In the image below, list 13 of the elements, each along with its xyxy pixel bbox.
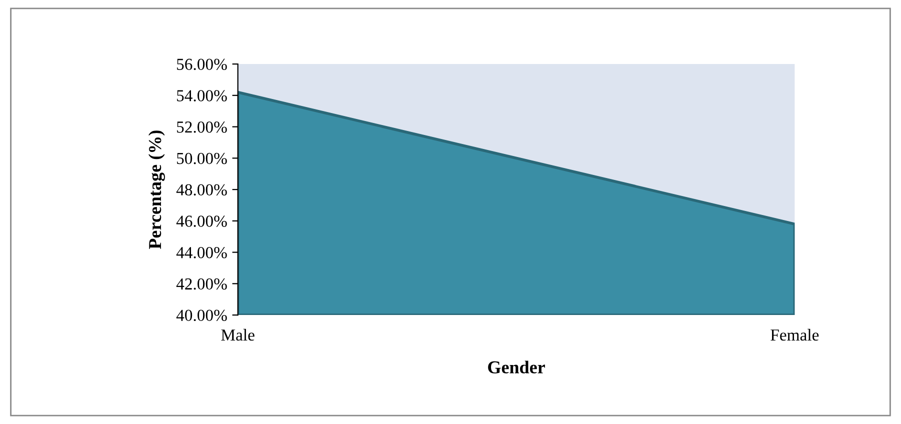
x-axis-title: Gender bbox=[488, 360, 545, 374]
x-tick-label: Male bbox=[221, 328, 254, 341]
y-tick-label: 56.00% bbox=[177, 58, 227, 70]
y-tick-label: 46.00% bbox=[176, 216, 227, 227]
y-tick-label: 52.00% bbox=[177, 121, 227, 133]
y-tick-label: 42.00% bbox=[176, 278, 227, 290]
y-tick-label: 54.00% bbox=[177, 90, 227, 102]
y-axis-title: Percentage (%) bbox=[148, 130, 165, 249]
y-tick-label: 40.00% bbox=[176, 310, 227, 322]
y-tick-label: 48.00% bbox=[176, 184, 227, 196]
y-tick-label: 50.00% bbox=[177, 152, 227, 164]
y-tick-label: 44.00% bbox=[176, 246, 227, 258]
x-tick-label: Female bbox=[770, 328, 819, 341]
